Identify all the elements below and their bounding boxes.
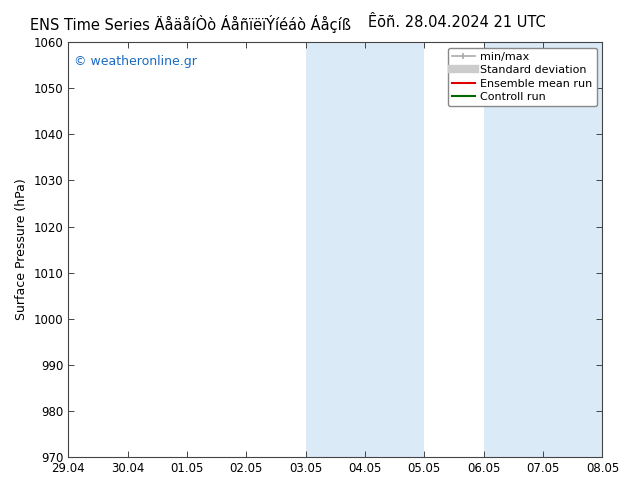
Legend: min/max, Standard deviation, Ensemble mean run, Controll run: min/max, Standard deviation, Ensemble me… [448, 48, 597, 106]
Bar [543, 42, 602, 457]
Bar [484, 42, 543, 457]
Text: © weatheronline.gr: © weatheronline.gr [74, 54, 197, 68]
Y-axis label: Surface Pressure (hPa): Surface Pressure (hPa) [15, 179, 28, 320]
Bar [306, 42, 365, 457]
Text: Êõñ. 28.04.2024 21 UTC: Êõñ. 28.04.2024 21 UTC [368, 15, 545, 30]
Text: ENS Time Series ÄåäåíÒò ÁåñïëïÝíéáò Áåçíß: ENS Time Series ÄåäåíÒò ÁåñïëïÝíéáò Áåçí… [30, 15, 351, 33]
Bar [365, 42, 424, 457]
